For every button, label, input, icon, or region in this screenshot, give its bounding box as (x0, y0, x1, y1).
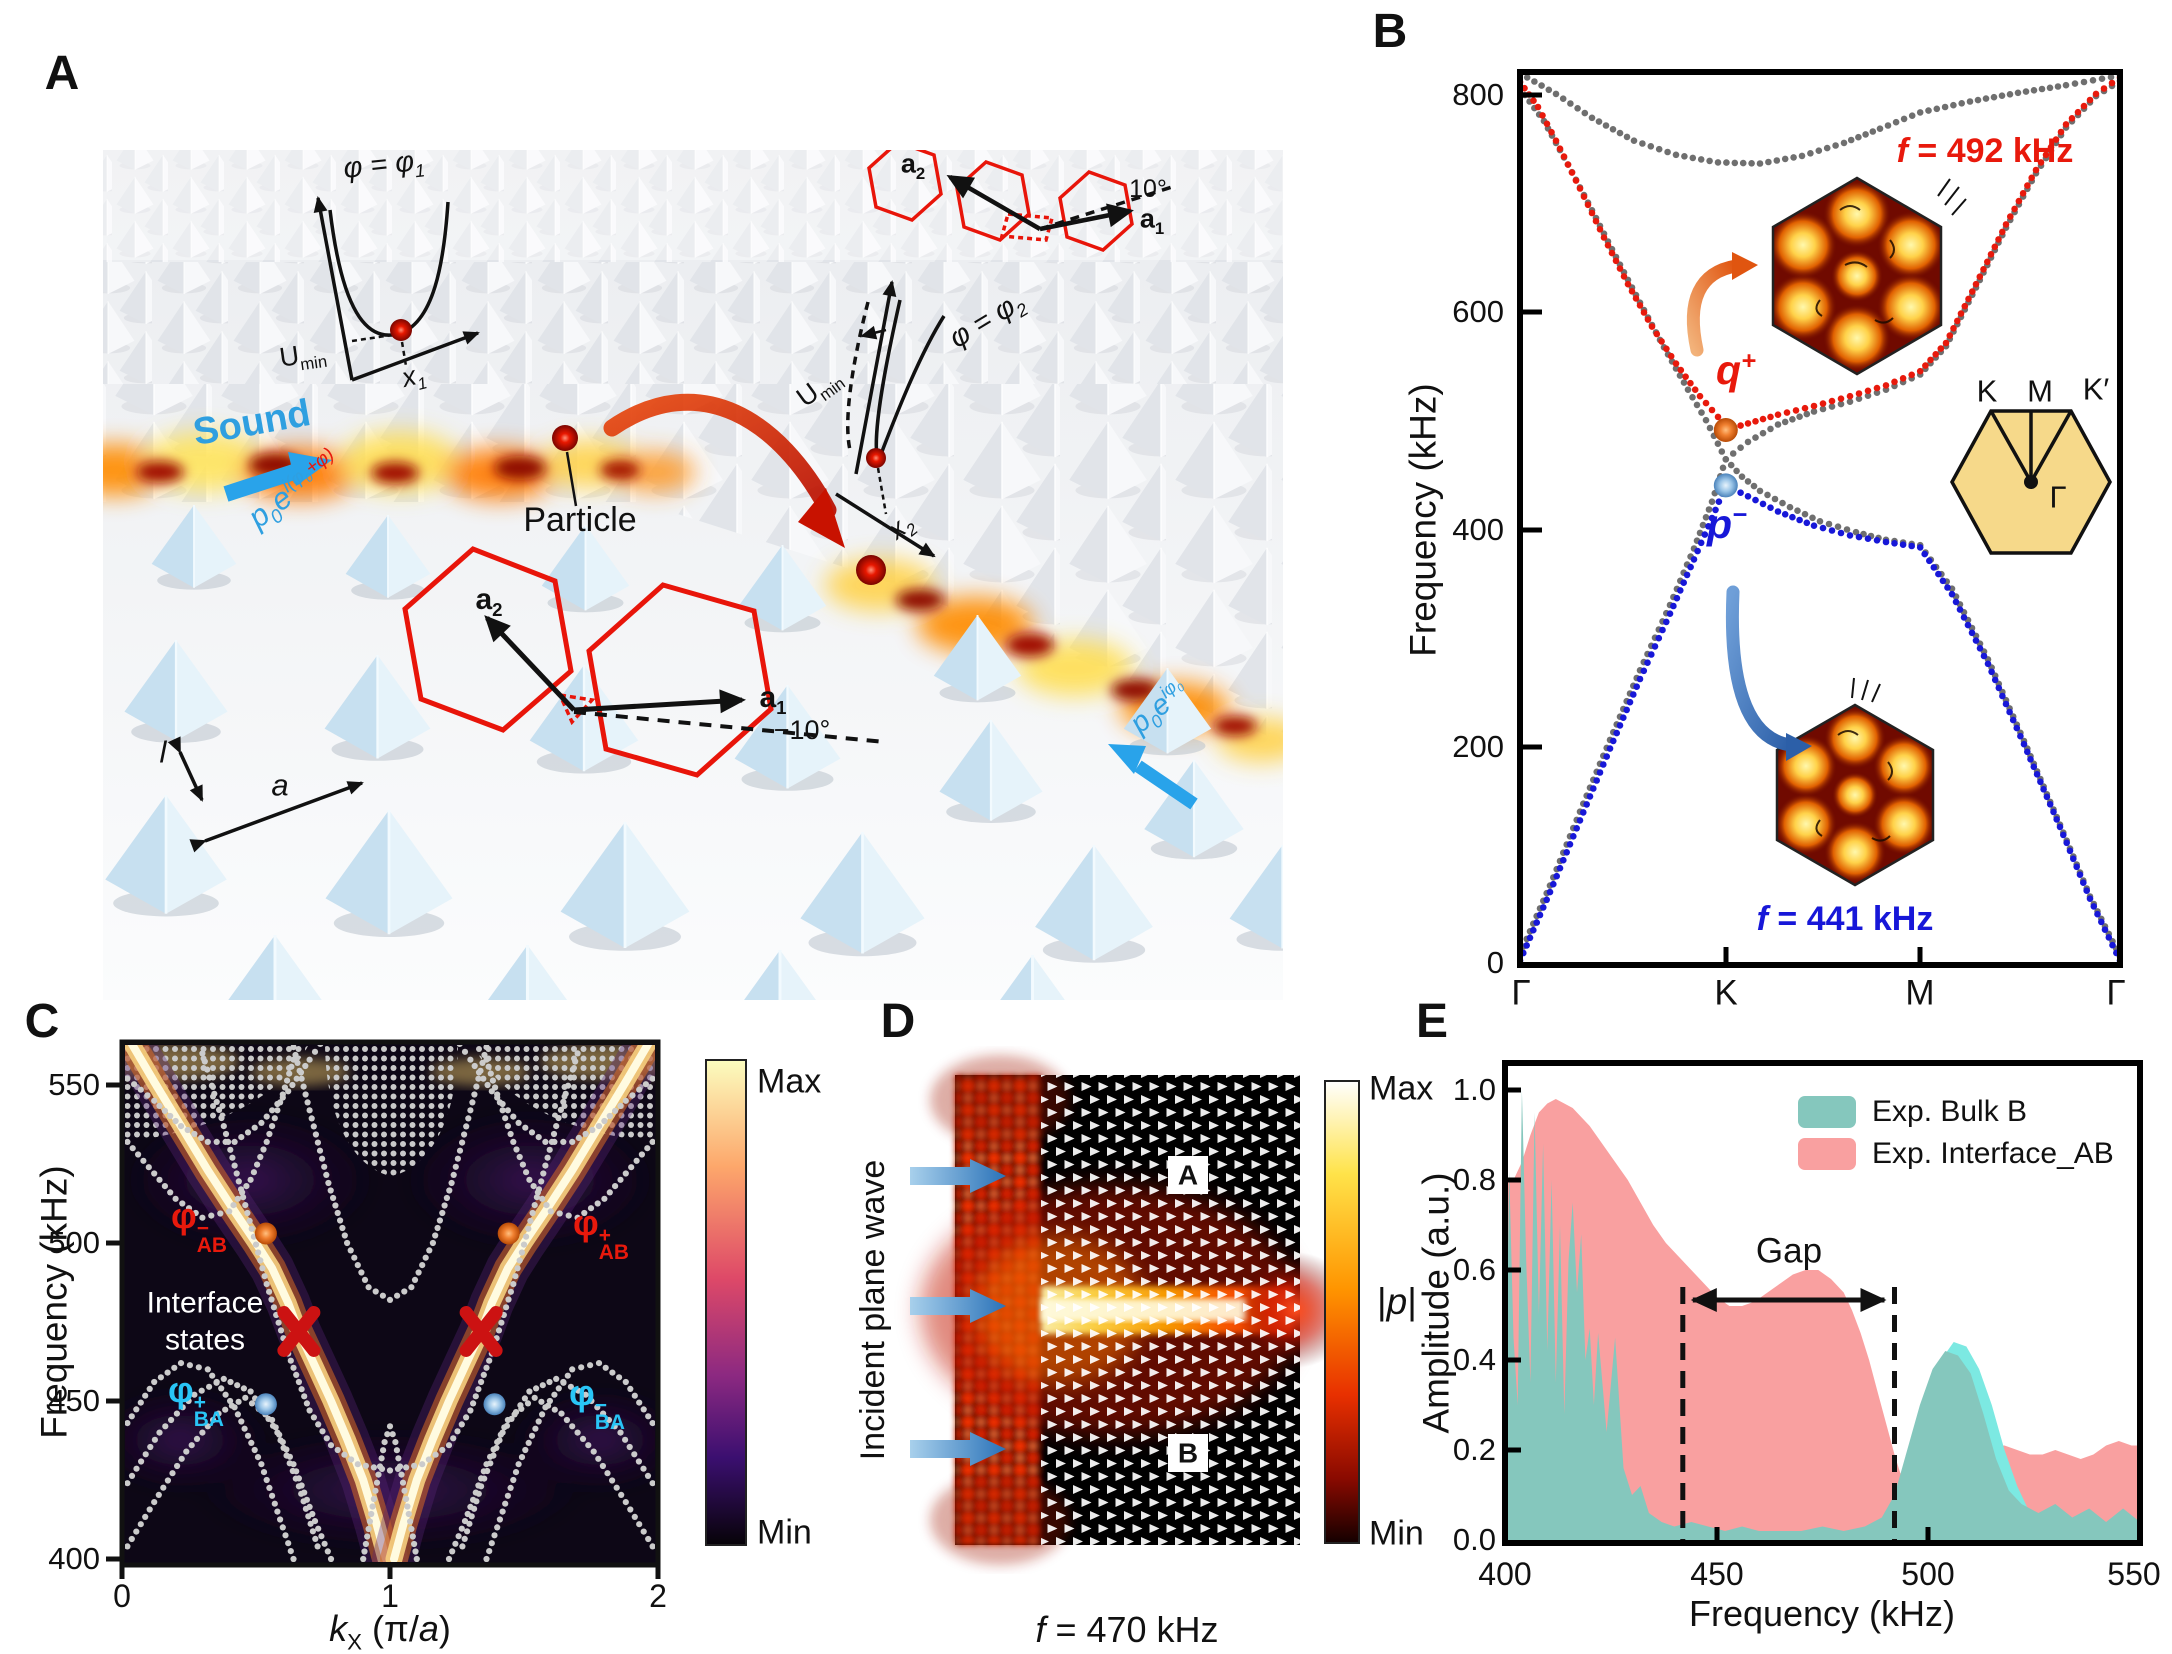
unit-cell-hexagons (402, 546, 774, 778)
c-axis-ticks (106, 1082, 661, 1579)
c-markers (254, 1222, 520, 1416)
e-plot-frame (1502, 1060, 2143, 1546)
panel-a-illustration (103, 150, 1283, 1000)
b-plot-frame (1517, 69, 2123, 968)
haze-overlay (103, 150, 1283, 260)
sound-glow-cores (136, 453, 1257, 736)
e-gap-annotation (1680, 1287, 1897, 1543)
e-axis-ticks (1505, 1087, 1931, 1543)
q-state-arrowhead (1732, 252, 1758, 280)
legend-swatch-interface (1798, 1138, 1856, 1170)
particle-ball (552, 425, 578, 451)
outgoing-arrow-shaft (1134, 760, 1198, 810)
well1-particle-ball (390, 319, 412, 341)
panel-e-plot (1502, 1060, 2143, 1546)
radiation-arrows-top (1937, 178, 1967, 216)
q-state-arrow (1686, 259, 1743, 357)
d-pillar-lattice (1041, 1075, 1300, 1545)
band-structure-dots (1523, 75, 2117, 962)
mode-pattern-441 (1777, 705, 1933, 885)
lattice-const-arrow (189, 781, 364, 853)
c-bulk-band-dots (125, 1045, 655, 1562)
sound-arrow-head (288, 452, 332, 486)
particle-transport-arrowhead (798, 488, 845, 548)
incident-wave-arrows (910, 1159, 1006, 1466)
reference-dashed-line-alt (1039, 185, 1173, 231)
d-colorbar (1324, 1080, 1360, 1544)
moved-particle-ball (856, 555, 886, 585)
a2-vector-arrow (484, 615, 576, 712)
well2-particle-ball (866, 448, 886, 468)
a1-vector-arrow (573, 689, 746, 714)
p-state-arrow (1725, 585, 1797, 752)
panel-b-plot (1517, 69, 2123, 968)
p-state-arrowhead (1786, 733, 1812, 761)
legend-swatch-bulk (1798, 1096, 1856, 1128)
panel-d-simulation (910, 1055, 1360, 1565)
mode-pattern-492 (1773, 178, 1941, 374)
e-spectra-areas (1508, 1090, 2137, 1540)
mode-pattern-441-outline (1775, 703, 1935, 887)
panel-c-plot (106, 1039, 747, 1579)
brillouin-zone-inset (1950, 409, 2112, 555)
region-a-box (1168, 1156, 1208, 1194)
pyramid-array-mid (103, 262, 1283, 384)
a1-vector-arrow-alt (1039, 203, 1134, 232)
radiation-arrows-bottom (1851, 677, 1881, 703)
mode-pattern-492-outline (1771, 176, 1943, 376)
outgoing-arrow-head (1108, 744, 1146, 774)
particle-transport-arrow (603, 393, 837, 519)
b-axis-ticks (1520, 92, 1923, 965)
sound-arrow-shaft (223, 462, 303, 502)
reference-dashed-line (573, 710, 886, 744)
c-colorbar (705, 1059, 747, 1546)
region-b-box (1168, 1434, 1208, 1472)
particle-pointer-line (565, 451, 578, 507)
a2-vector-arrow-alt (946, 174, 1042, 231)
